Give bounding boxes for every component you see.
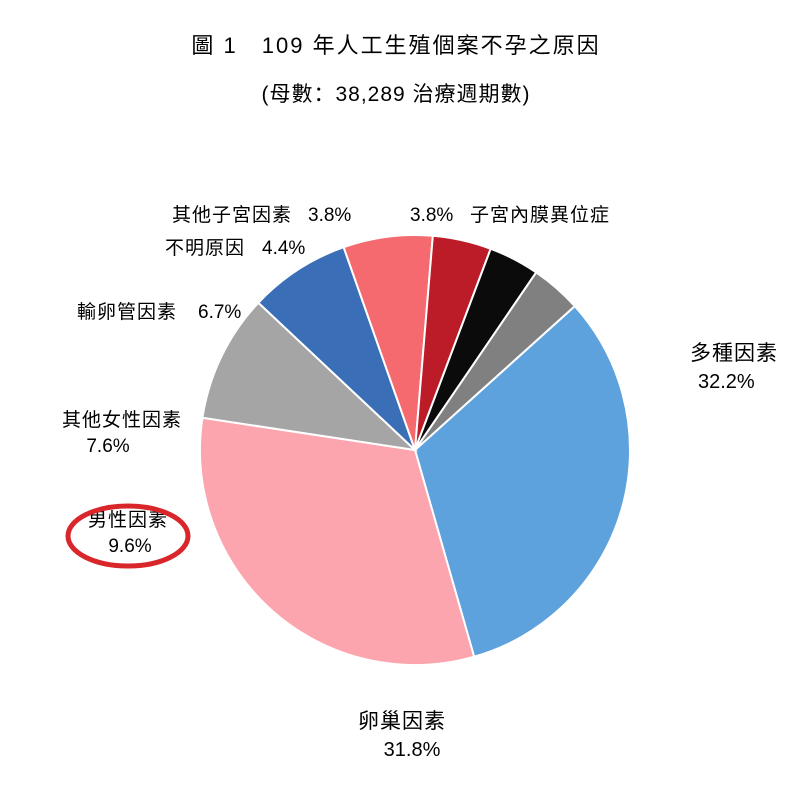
slice-percent: 3.8% xyxy=(410,205,453,226)
slice-percent: 4.4% xyxy=(262,238,305,259)
page: 圖 1 109 年人工生殖個案不孕之原因 (母數：38,289 治療週期數) 多… xyxy=(0,0,792,794)
slice-label: 卵巢因素 xyxy=(358,710,446,733)
slice-label: 多種因素 xyxy=(690,342,778,365)
chart-subtitle: (母數：38,289 治療週期數) xyxy=(0,78,792,108)
slice-percent: 7.6% xyxy=(86,436,129,457)
slice-percent: 3.8% xyxy=(308,205,351,226)
pie-slices xyxy=(200,235,630,665)
slice-label: 不明原因 xyxy=(165,238,245,259)
slice-percent: 32.2% xyxy=(698,371,755,393)
slice-label: 子宮內膜異位症 xyxy=(470,204,610,226)
chart-title: 圖 1 109 年人工生殖個案不孕之原因 xyxy=(0,28,792,60)
pie-svg: 多種因素 32.2% 卵巢因素 31.8% 男性因素 9.6% 其他女性因素 7.6% 輸卵管因… xyxy=(0,150,792,770)
slice-label: 其他子宮因素 xyxy=(172,204,292,226)
slice-label: 男性因素 xyxy=(88,509,168,531)
slice-label: 輸卵管因素 xyxy=(77,301,177,323)
slice-percent: 6.7% xyxy=(198,302,241,323)
pie-chart: 多種因素 32.2% 卵巢因素 31.8% 男性因素 9.6% 其他女性因素 7.6% 輸卵管因… xyxy=(0,150,792,770)
slice-percent: 9.6% xyxy=(108,536,151,557)
title-block: 圖 1 109 年人工生殖個案不孕之原因 (母數：38,289 治療週期數) xyxy=(0,0,792,108)
slice-percent: 31.8% xyxy=(384,739,441,761)
slice-label: 其他女性因素 xyxy=(62,409,182,431)
